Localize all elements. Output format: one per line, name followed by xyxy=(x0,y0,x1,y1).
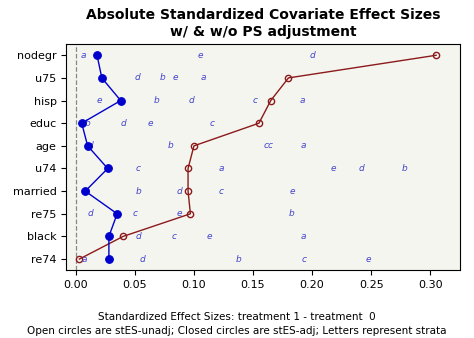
Text: a: a xyxy=(300,96,305,105)
Text: b: b xyxy=(136,187,141,196)
Text: a: a xyxy=(301,232,307,241)
Text: e: e xyxy=(197,51,202,60)
Text: e: e xyxy=(147,119,153,128)
Text: d: d xyxy=(359,164,365,173)
Text: c: c xyxy=(209,119,214,128)
Text: b: b xyxy=(167,141,173,150)
Text: cc: cc xyxy=(264,141,273,150)
Text: d: d xyxy=(139,255,145,264)
Text: b: b xyxy=(289,209,295,218)
Text: b: b xyxy=(159,73,165,82)
Text: a: a xyxy=(85,187,91,196)
Text: a: a xyxy=(301,141,307,150)
Text: a: a xyxy=(201,73,206,82)
Title: Absolute Standardized Covariate Effect Sizes
w/ & w/o PS adjustment: Absolute Standardized Covariate Effect S… xyxy=(86,8,440,39)
Text: d: d xyxy=(87,141,93,150)
Text: b: b xyxy=(85,119,91,128)
Text: e: e xyxy=(173,73,178,82)
Text: d: d xyxy=(177,187,182,196)
Text: d: d xyxy=(134,73,140,82)
Text: d: d xyxy=(189,96,194,105)
Text: c: c xyxy=(301,255,306,264)
Text: d: d xyxy=(87,209,93,218)
Text: c: c xyxy=(219,187,224,196)
Text: e: e xyxy=(331,164,336,173)
Text: a: a xyxy=(82,255,87,264)
Text: b: b xyxy=(401,164,407,173)
Text: c: c xyxy=(253,96,258,105)
Text: d: d xyxy=(309,51,315,60)
Text: b: b xyxy=(236,255,242,264)
Text: c: c xyxy=(172,232,176,241)
Text: c: c xyxy=(132,209,137,218)
Text: a: a xyxy=(80,51,86,60)
Text: e: e xyxy=(366,255,372,264)
Text: e: e xyxy=(97,96,102,105)
Text: Standardized Effect Sizes: treatment 1 - treatment  0
Open circles are stES-unad: Standardized Effect Sizes: treatment 1 -… xyxy=(27,312,447,336)
Text: d: d xyxy=(120,119,126,128)
Text: e: e xyxy=(207,232,212,241)
Text: e: e xyxy=(177,209,182,218)
Text: e: e xyxy=(289,187,295,196)
Text: d: d xyxy=(136,232,141,241)
Text: a: a xyxy=(219,164,224,173)
Text: b: b xyxy=(153,96,159,105)
Text: c: c xyxy=(136,164,141,173)
